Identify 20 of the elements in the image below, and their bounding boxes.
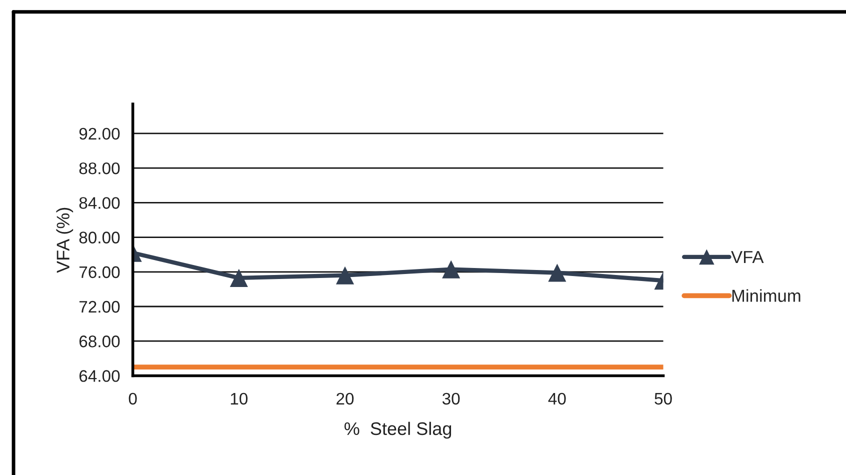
- y-tick-label: 76.00: [79, 266, 120, 278]
- x-tick-label: 50: [654, 392, 672, 405]
- y-axis-title: VFA (%): [56, 208, 74, 273]
- y-tick-label: 88.00: [79, 162, 120, 174]
- x-tick-label: 0: [128, 392, 137, 405]
- x-tick-label: 10: [230, 392, 248, 405]
- y-tick-label: 72.00: [79, 300, 120, 313]
- point: [336, 266, 354, 284]
- legend-label: VFA: [731, 251, 764, 264]
- y-tick-label: 64.00: [79, 370, 120, 382]
- point: [442, 260, 460, 278]
- y-tick-label: 92.00: [79, 128, 120, 140]
- x-tick-label: 30: [442, 392, 460, 405]
- x-tick-label: 40: [548, 392, 566, 405]
- x-tick-label: 20: [336, 392, 354, 405]
- x-axis-title: % Steel Slag: [344, 422, 452, 439]
- y-tick-label: 80.00: [79, 232, 120, 244]
- y-tick-label: 68.00: [79, 336, 120, 348]
- y-tick-label: 84.00: [79, 197, 120, 209]
- legend-label: Minimum: [732, 289, 800, 302]
